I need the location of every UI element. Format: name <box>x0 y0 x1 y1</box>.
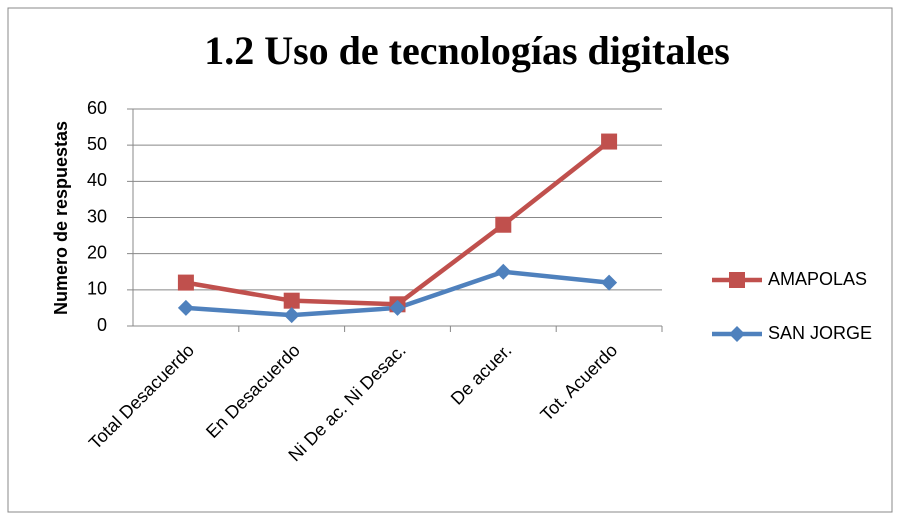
marker <box>283 307 300 324</box>
y-tick-label: 20 <box>87 242 107 262</box>
marker <box>177 299 194 316</box>
chart-border <box>7 7 893 513</box>
marker <box>495 263 512 280</box>
legend-label: SAN JORGE <box>768 323 872 343</box>
y-tick-label: 10 <box>87 279 107 299</box>
marker <box>601 133 618 150</box>
y-tick-label: 50 <box>87 134 107 154</box>
marker <box>177 274 194 291</box>
y-tick-label: 60 <box>87 98 107 118</box>
y-tick-label: 0 <box>97 315 107 335</box>
y-axis-label: Numero de respuestas <box>51 121 71 315</box>
y-tick-label: 40 <box>87 170 107 190</box>
marker <box>495 216 512 233</box>
marker <box>601 274 618 291</box>
legend-label: AMAPOLAS <box>768 269 867 289</box>
marker <box>389 299 406 316</box>
marker <box>283 292 300 309</box>
marker <box>729 326 745 342</box>
chart-title: 1.2 Uso de tecnologías digitales <box>204 28 730 73</box>
y-tick-label: 30 <box>87 206 107 226</box>
marker <box>729 272 745 288</box>
